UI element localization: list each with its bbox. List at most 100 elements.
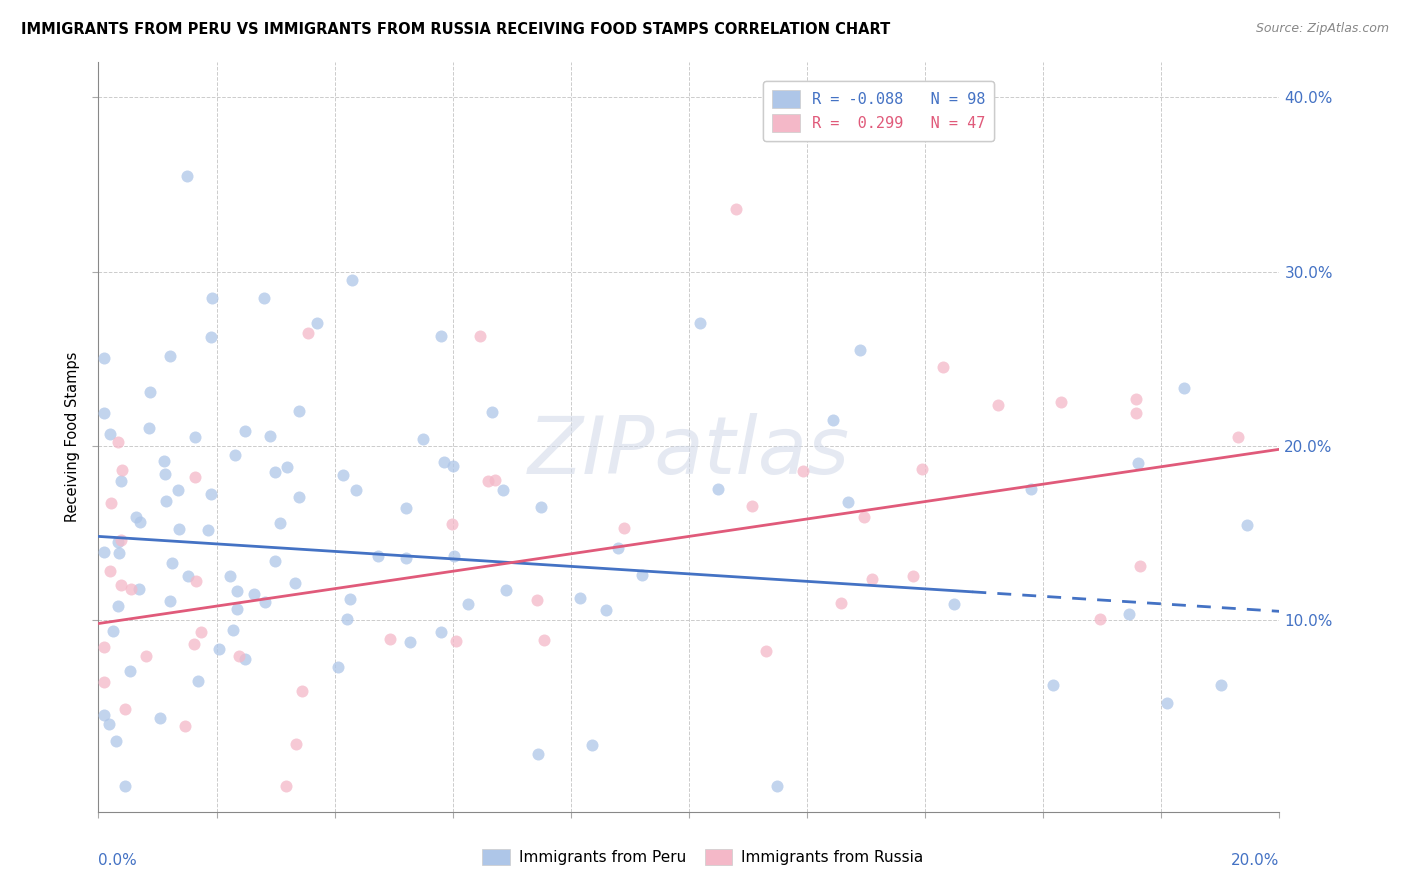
Point — [860, 572, 883, 586]
Point — [339, 592, 361, 607]
Point — [468, 329, 491, 343]
Point — [1042, 678, 1064, 692]
Point — [125, 510, 148, 524]
Point — [98, 564, 121, 578]
Point — [430, 329, 453, 343]
Point — [612, 521, 634, 535]
Point — [484, 473, 506, 487]
Point — [1173, 381, 1195, 395]
Point — [177, 569, 200, 583]
Point — [1050, 395, 1073, 409]
Point — [224, 448, 246, 462]
Point — [1090, 612, 1112, 626]
Point — [98, 716, 121, 731]
Point — [477, 475, 499, 489]
Point — [530, 500, 553, 514]
Point — [259, 429, 281, 443]
Point — [569, 591, 592, 605]
Point — [852, 509, 875, 524]
Point — [263, 553, 285, 567]
Point — [93, 707, 115, 722]
Point — [288, 490, 311, 504]
Point — [481, 405, 503, 419]
Point — [395, 500, 418, 515]
Point — [792, 464, 814, 478]
Point — [166, 483, 188, 497]
Point — [184, 470, 207, 484]
Point — [93, 544, 115, 558]
Point — [1021, 483, 1043, 497]
Point — [110, 533, 132, 547]
Point — [120, 582, 142, 597]
Point — [495, 583, 517, 598]
Point — [689, 316, 711, 330]
Point — [152, 454, 174, 468]
Point — [440, 516, 463, 531]
Point — [1125, 392, 1147, 406]
Point — [1227, 430, 1250, 444]
Point — [190, 624, 212, 639]
Point — [111, 463, 134, 477]
Point — [114, 702, 136, 716]
Point — [837, 494, 859, 508]
Point — [218, 569, 240, 583]
Point — [226, 583, 249, 598]
Point — [441, 459, 464, 474]
Point — [107, 534, 129, 549]
Point — [222, 623, 245, 637]
Point — [228, 649, 250, 664]
Point — [823, 413, 845, 427]
Point — [110, 475, 132, 489]
Point — [149, 711, 172, 725]
Point — [264, 465, 287, 479]
Point — [707, 483, 730, 497]
Point — [167, 522, 190, 536]
Point — [184, 430, 207, 444]
Point — [1125, 406, 1147, 420]
Point — [1118, 607, 1140, 622]
Point — [159, 594, 181, 608]
Point — [492, 483, 515, 497]
Point — [830, 596, 852, 610]
Point — [533, 632, 555, 647]
Point — [291, 684, 314, 698]
Text: Source: ZipAtlas.com: Source: ZipAtlas.com — [1256, 22, 1389, 36]
Point — [139, 384, 162, 399]
Point — [233, 651, 256, 665]
Point — [344, 483, 367, 497]
Text: ZIPatlas: ZIPatlas — [527, 413, 851, 491]
Point — [399, 635, 422, 649]
Point — [581, 738, 603, 752]
Point — [274, 779, 297, 793]
Point — [108, 546, 131, 560]
Point — [104, 734, 127, 748]
Point — [93, 640, 115, 655]
Point — [253, 291, 276, 305]
Point — [526, 592, 548, 607]
Point — [110, 578, 132, 592]
Point — [288, 404, 311, 418]
Point — [129, 515, 152, 529]
Point — [444, 634, 467, 648]
Point — [197, 523, 219, 537]
Legend: R = -0.088   N = 98, R =  0.299   N = 47: R = -0.088 N = 98, R = 0.299 N = 47 — [763, 81, 994, 141]
Point — [176, 169, 198, 183]
Point — [101, 624, 124, 638]
Point — [595, 603, 617, 617]
Point — [342, 273, 364, 287]
Point — [307, 316, 329, 330]
Point — [100, 495, 122, 509]
Point — [269, 516, 291, 530]
Point — [332, 467, 354, 482]
Point — [100, 426, 122, 441]
Point — [200, 487, 222, 501]
Point — [1156, 696, 1178, 710]
Point — [93, 406, 115, 420]
Point — [159, 349, 181, 363]
Point — [1129, 558, 1152, 573]
Point — [1126, 456, 1149, 470]
Point — [1211, 677, 1233, 691]
Point — [120, 664, 142, 678]
Point — [285, 737, 308, 751]
Text: 0.0%: 0.0% — [98, 853, 138, 868]
